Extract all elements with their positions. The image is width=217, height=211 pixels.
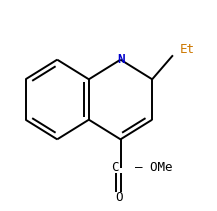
Text: O: O — [115, 191, 123, 204]
Text: — OMe: — OMe — [135, 161, 172, 174]
Text: C: C — [111, 161, 119, 174]
Text: N: N — [117, 53, 124, 66]
Text: Et: Et — [179, 43, 194, 56]
